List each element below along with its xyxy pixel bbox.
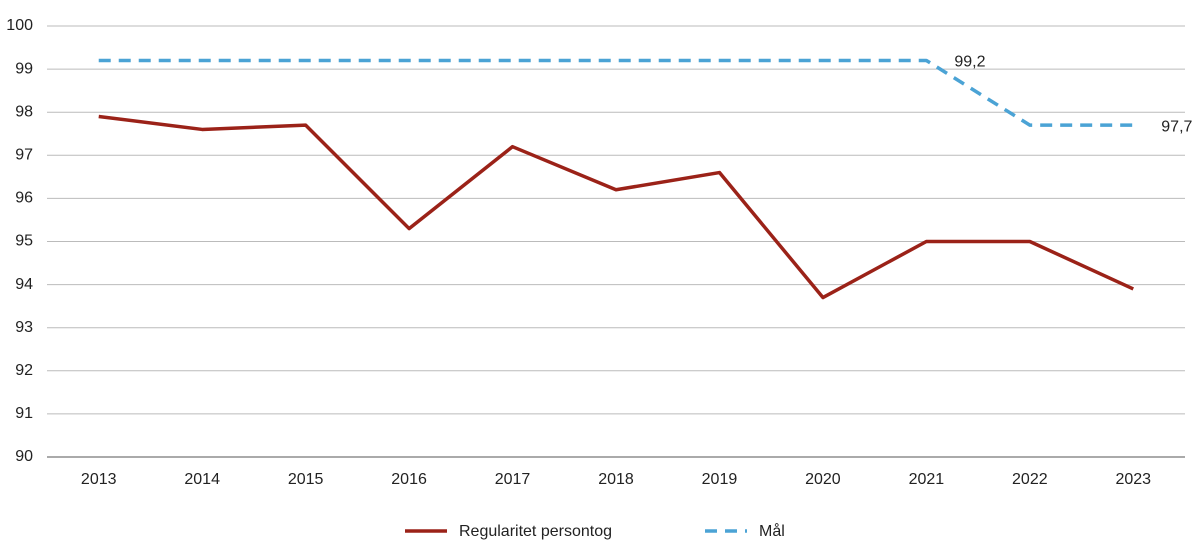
x-tick-label: 2017 — [495, 471, 531, 488]
y-tick-label: 96 — [15, 190, 33, 207]
series-line — [98, 114, 1134, 300]
x-tick-label: 2016 — [391, 471, 427, 488]
y-tick-label: 95 — [15, 233, 33, 250]
x-tick-label: 2018 — [598, 471, 634, 488]
y-tick-label: 97 — [15, 147, 33, 164]
y-tick-label: 91 — [15, 405, 33, 422]
data-label: 99,2 — [954, 54, 985, 71]
y-tick-label: 99 — [15, 60, 33, 77]
y-tick-label: 93 — [15, 319, 33, 336]
legend-label: Regularitet persontog — [459, 523, 612, 540]
x-tick-label: 2022 — [1012, 471, 1048, 488]
x-tick-label: 2014 — [184, 471, 220, 488]
y-tick-label: 100 — [6, 17, 33, 34]
y-tick-label: 92 — [15, 362, 33, 379]
x-tick-label: 2013 — [81, 471, 117, 488]
x-tick-label: 2020 — [805, 471, 841, 488]
x-tick-label: 2015 — [288, 471, 324, 488]
x-tick-label: 2019 — [702, 471, 738, 488]
y-tick-label: 94 — [15, 276, 33, 293]
y-tick-label: 98 — [15, 103, 33, 120]
legend-label: Mål — [759, 522, 785, 540]
data-label: 97,7 — [1161, 118, 1192, 135]
series-line — [98, 58, 1134, 127]
y-tick-label: 90 — [15, 448, 33, 465]
x-tick-label: 2021 — [909, 471, 945, 488]
x-tick-label: 2023 — [1115, 471, 1151, 488]
